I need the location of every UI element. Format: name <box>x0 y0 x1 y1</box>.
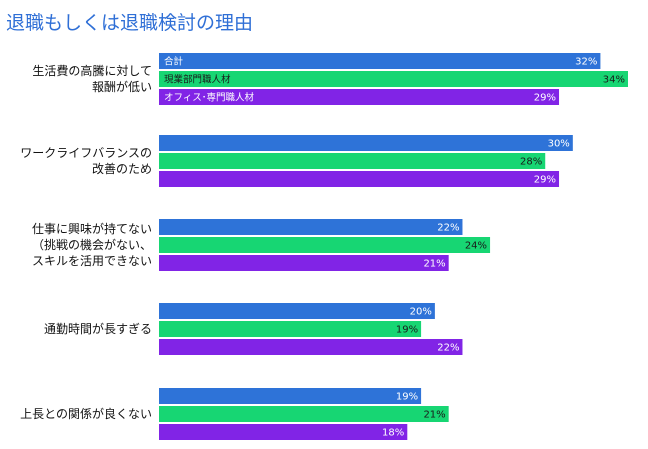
bar <box>159 219 463 235</box>
bar <box>159 424 408 440</box>
category-label: 改善のため <box>92 161 152 176</box>
data-label: 21% <box>423 410 445 421</box>
data-label: 22% <box>437 343 459 354</box>
bar <box>159 89 560 105</box>
bar <box>159 321 422 337</box>
data-label: 19% <box>396 392 418 403</box>
legend-entry: 現業部門職人材 <box>164 74 231 86</box>
bar <box>159 303 435 319</box>
bar <box>159 135 573 151</box>
category-label: 報酬が低い <box>92 79 152 94</box>
data-label: 20% <box>410 307 432 318</box>
legend-entry: 合計 <box>164 56 184 68</box>
data-label: 28% <box>520 157 542 168</box>
data-label: 24% <box>465 241 487 252</box>
data-label: 29% <box>534 175 556 186</box>
data-label: 18% <box>382 428 404 439</box>
category-label: ワークライフバランスの <box>20 146 152 160</box>
bar <box>159 406 449 422</box>
data-label: 30% <box>548 139 570 150</box>
category-label: 通勤時間が長すぎる <box>44 321 152 336</box>
data-label: 32% <box>575 57 597 68</box>
bar <box>159 255 449 271</box>
chart-title: 退職もしくは退職検討の理由 <box>6 12 254 34</box>
data-label: 29% <box>534 93 556 104</box>
data-label: 22% <box>437 223 459 234</box>
data-label: 21% <box>423 259 445 270</box>
data-label: 34% <box>603 75 625 86</box>
bar <box>159 339 463 355</box>
bar <box>159 53 601 69</box>
category-label: スキルを活用できない <box>32 254 152 268</box>
bar <box>159 388 422 404</box>
category-label: 生活費の高騰に対して <box>32 63 152 78</box>
legend-entry: オフィス･専門職人材 <box>164 92 255 104</box>
bar <box>159 171 560 187</box>
bar <box>159 237 491 253</box>
data-label: 19% <box>396 325 418 336</box>
bar <box>159 71 628 87</box>
category-label: （挑戦の機会がない、 <box>32 237 152 252</box>
category-label: 上長との関係が良くない <box>20 406 152 421</box>
category-label: 仕事に興味が持てない <box>32 221 152 236</box>
bar <box>159 153 546 169</box>
